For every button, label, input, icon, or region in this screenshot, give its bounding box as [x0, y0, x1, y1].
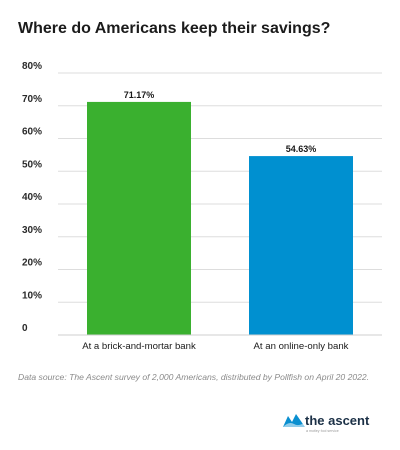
y-tick-label: 20% — [22, 258, 42, 269]
y-tick-label: 70% — [22, 94, 42, 105]
x-tick-label: At an online-only bank — [254, 341, 349, 352]
bar-chart: 0 10% 20% 30% 40% 50% 60% 70% 80% 71.17% At a bric… — [22, 61, 382, 352]
y-tick-label: 60% — [22, 127, 42, 138]
bar — [249, 156, 353, 335]
data-source-note: Data source: The Ascent survey of 2,000 … — [18, 372, 370, 382]
data-label: 54.63% — [286, 144, 317, 154]
y-tick-label: 50% — [22, 159, 42, 170]
x-tick-label: At a brick-and-mortar bank — [82, 341, 196, 352]
the-ascent-logo: the ascent a motley fool service — [283, 411, 383, 443]
brand-name: the ascent — [305, 413, 370, 428]
brand-tagline: a motley fool service — [306, 429, 339, 433]
y-tick-label: 30% — [22, 225, 42, 236]
bar — [87, 101, 191, 336]
y-tick-label: 40% — [22, 192, 42, 203]
mountain-wave-icon — [283, 414, 305, 427]
chart-title: Where do Americans keep their savings? — [18, 20, 331, 37]
y-tick-label: 10% — [22, 290, 42, 301]
y-tick-label: 80% — [22, 61, 42, 72]
y-tick-label: 0 — [22, 323, 28, 334]
data-label: 71.17% — [124, 90, 155, 100]
